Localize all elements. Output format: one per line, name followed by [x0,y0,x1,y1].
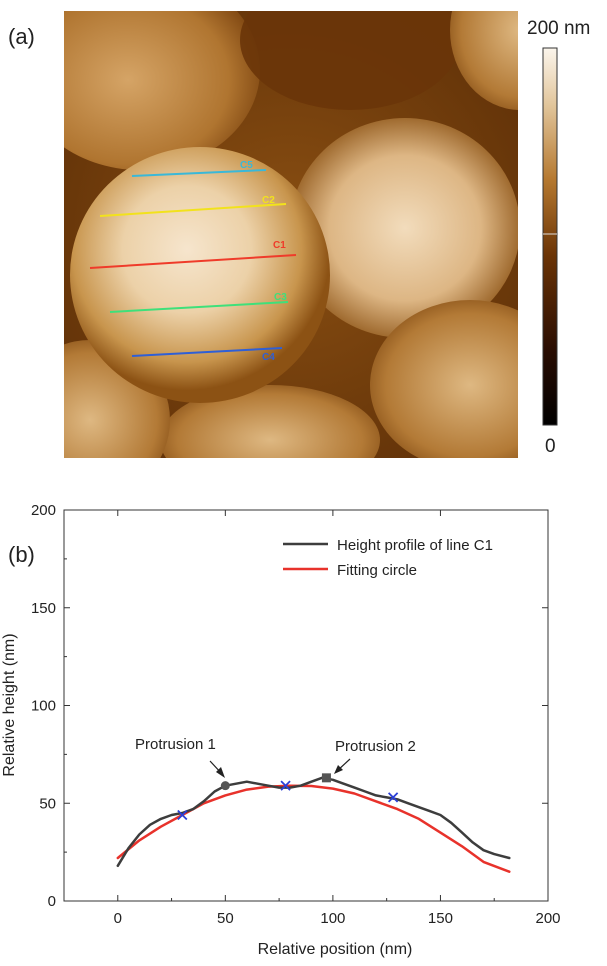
panel-a: (a) C5 C2 C1 C3 C4 200 nm [0,0,607,470]
label-c3: C3 [274,292,287,303]
marker-cross-stroke [177,809,188,821]
x-tick-label: 50 [217,910,234,927]
arrowhead-protrusion-1 [216,767,225,778]
y-tick-label: 200 [31,502,56,519]
legend-label-height-profile: Height profile of line C1 [337,537,493,554]
y-axis-label: Relative height (nm) [1,633,18,776]
colorbar-max-label: 200 nm [527,18,590,39]
y-tick-label: 0 [48,893,56,910]
label-c5: C5 [240,160,253,171]
arrowhead-protrusion-2 [334,765,343,774]
label-c4: C4 [262,352,275,363]
line-c3 [109,301,289,313]
annotations: Protrusion 1 Protrusion 2 [135,736,416,778]
afm-image [64,11,518,458]
marker-cross [177,809,188,821]
legend-label-fitting-circle: Fitting circle [337,562,417,579]
series-layer [116,776,511,873]
panel-b: (b) 0 50 100 150 200 0 50 100 150 200 Protrusion … [0,470,607,961]
afm-figure: (a) C5 C2 C1 C3 C4 200 nm [8,11,590,458]
panel-b-label: (b) [8,542,35,567]
height-profile-chart: (b) 0 50 100 150 200 0 50 100 150 200 Protrusion … [1,502,561,958]
marker-protrusion-1 [220,781,230,791]
marker-cross-stroke [280,780,291,791]
series-height-profile-line [116,776,511,868]
panel-a-label: (a) [8,24,35,49]
colorbar-min-label: 0 [545,436,556,457]
line-c2 [99,203,287,217]
marker-layer [177,773,399,821]
legend: Height profile of line C1 Fitting circle [283,537,493,579]
line-c1 [89,254,297,269]
colorbar-gradient [542,47,558,426]
x-tick-label: 200 [535,910,560,927]
colorbar: 200 nm 0 [527,18,590,457]
annotation-protrusion-1: Protrusion 1 [135,736,216,753]
x-tick-label: 150 [428,910,453,927]
series-fitting-circle-line [116,784,511,873]
marker-cross [387,792,399,803]
marker-cross [280,780,291,791]
label-c2: C2 [262,195,275,206]
y-tick-label: 150 [31,600,56,617]
axes: 0 50 100 150 200 0 50 100 150 200 [31,502,561,927]
marker-protrusion-2 [321,773,331,783]
profile-lines: C5 C2 C1 C3 C4 [89,160,297,363]
x-tick-label: 100 [320,910,345,927]
marker-cross-stroke [387,792,399,803]
label-c1: C1 [273,240,286,251]
annotation-protrusion-2: Protrusion 2 [335,738,416,755]
x-axis-label: Relative position (nm) [258,941,413,958]
line-c5 [131,169,267,177]
x-tick-label: 0 [114,910,122,927]
y-tick-label: 50 [39,795,56,812]
y-tick-label: 100 [31,698,56,715]
line-c4 [131,347,283,357]
